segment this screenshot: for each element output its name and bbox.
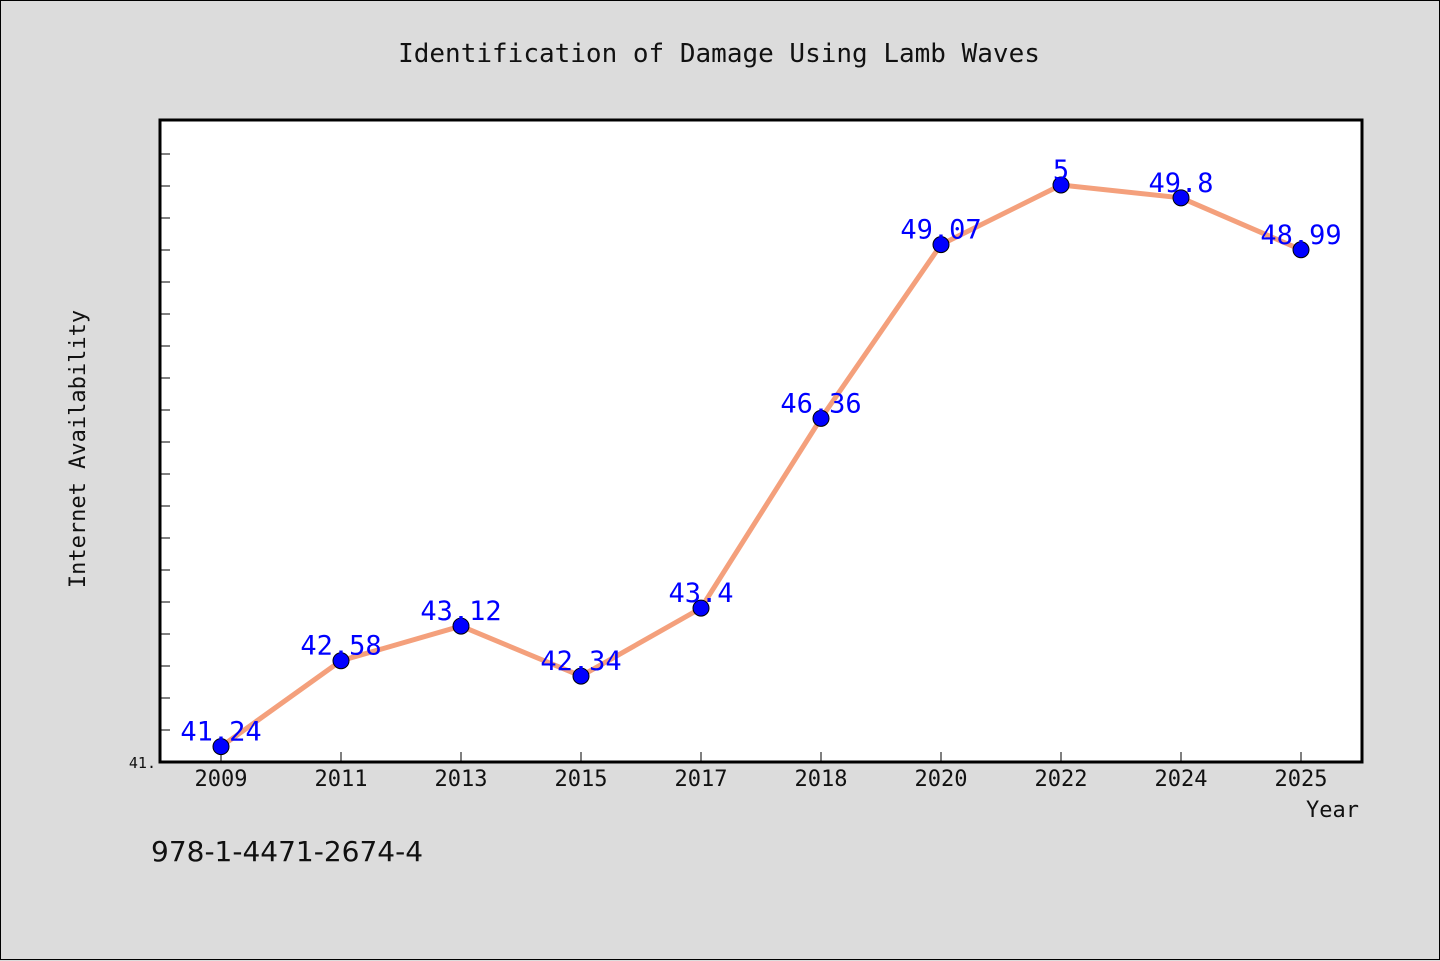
x-tick-label: 2015	[555, 767, 608, 792]
x-tick-label: 2013	[435, 767, 488, 792]
x-tick-label: 2017	[675, 767, 728, 792]
x-tick-label: 2024	[1155, 767, 1208, 792]
x-tick-label: 2009	[195, 767, 248, 792]
chart-title: Identification of Damage Using Lamb Wave…	[398, 39, 1040, 69]
data-label: 48.99	[1260, 220, 1341, 251]
data-label: 49.8	[1148, 168, 1213, 199]
data-point	[1292, 241, 1310, 259]
data-label: 5	[1053, 155, 1069, 186]
data-point	[1052, 176, 1070, 194]
data-point	[692, 599, 710, 617]
x-tick-label: 2020	[915, 767, 968, 792]
x-axis-label: Year	[1306, 798, 1359, 823]
data-point	[1172, 189, 1190, 207]
x-tick-label: 2011	[315, 767, 368, 792]
data-label: 41.24	[180, 717, 261, 748]
data-label: 42.58	[300, 631, 381, 662]
y-axis-ticks: 41.	[129, 153, 170, 772]
x-axis-ticks: 2009 2011 2013 2015 2017 2018 2020 2022 2024 2025	[195, 752, 1328, 792]
data-point	[452, 617, 470, 635]
x-tick-label: 2025	[1275, 767, 1328, 792]
x-tick-label: 2022	[1035, 767, 1088, 792]
series-line-group	[219, 182, 1302, 749]
data-point	[332, 652, 350, 670]
data-label: 43.12	[420, 596, 501, 627]
data-point	[572, 667, 590, 685]
data-point	[212, 738, 230, 756]
data-label: 49.07	[900, 215, 981, 246]
y-tick-label: 41.	[129, 754, 156, 772]
isbn-caption: 978-1-4471-2674-4	[151, 835, 424, 868]
data-label: 43.4	[668, 578, 733, 609]
data-point	[812, 409, 830, 427]
data-points	[212, 176, 1310, 756]
data-label: 42.34	[540, 646, 621, 677]
data-labels: 41.24 42.58 43.12 42.34 43.4 46.36 49.07 5 49.8 4…	[180, 155, 1341, 748]
x-tick-label: 2018	[795, 767, 848, 792]
series-line	[219, 182, 1302, 749]
y-axis-label: Internet Availability	[66, 310, 91, 588]
data-point	[932, 236, 950, 254]
data-label: 46.36	[780, 388, 861, 419]
